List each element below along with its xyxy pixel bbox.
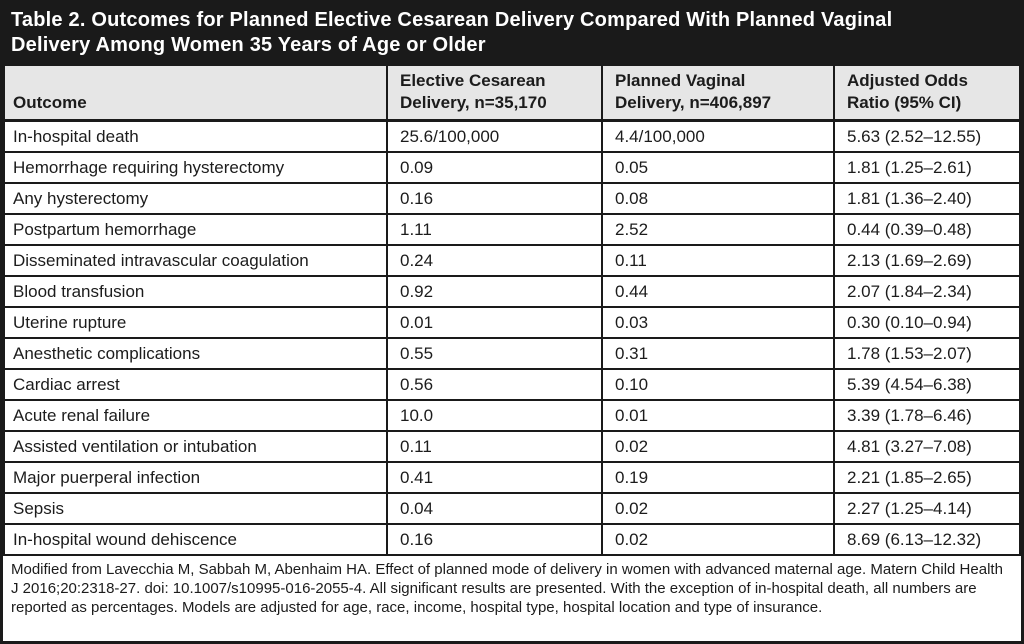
column-header-outcome: Outcome (3, 64, 388, 122)
outcome-cell: Anesthetic complications (3, 337, 388, 370)
outcome-cell: Disseminated intravascular coagulation (3, 244, 388, 277)
table-row: Major puerperal infection 0.41 0.19 2.21 (1… (3, 461, 1021, 494)
table-row: Blood transfusion 0.92 0.44 2.07 (1.84–2.34… (3, 275, 1021, 308)
outcome-cell: Cardiac arrest (3, 368, 388, 401)
table-row: Assisted ventilation or intubation 0.11 0.… (3, 430, 1021, 463)
vaginal-value-cell: 0.10 (601, 368, 835, 401)
outcome-cell: Major puerperal infection (3, 461, 388, 494)
table-footnote: Modified from Lavecchia M, Sabbah M, Abe… (11, 561, 1003, 616)
outcome-cell: In-hospital wound dehiscence (3, 523, 388, 556)
odds-ratio-cell: 2.21 (1.85–2.65) (833, 461, 1021, 494)
cesarean-value-cell: 0.01 (386, 306, 603, 339)
cesarean-value-cell: 10.0 (386, 399, 603, 432)
odds-ratio-cell: 1.78 (1.53–2.07) (833, 337, 1021, 370)
cesarean-value-cell: 0.56 (386, 368, 603, 401)
odds-ratio-cell: 8.69 (6.13–12.32) (833, 523, 1021, 556)
vaginal-value-cell: 0.05 (601, 151, 835, 184)
odds-ratio-cell: 1.81 (1.36–2.40) (833, 182, 1021, 215)
table-header: Outcome Elective Cesarean Delivery, n=35… (3, 64, 1021, 122)
cesarean-value-cell: 0.55 (386, 337, 603, 370)
cesarean-value-cell: 0.16 (386, 523, 603, 556)
vaginal-value-cell: 0.11 (601, 244, 835, 277)
cesarean-value-cell: 0.09 (386, 151, 603, 184)
outcomes-table: Outcome Elective Cesarean Delivery, n=35… (3, 64, 1021, 556)
table-row: Uterine rupture 0.01 0.03 0.30 (0.10–0.94) (3, 306, 1021, 339)
odds-ratio-cell: 2.27 (1.25–4.14) (833, 492, 1021, 525)
table-row: Sepsis 0.04 0.02 2.27 (1.25–4.14) (3, 492, 1021, 525)
outcome-cell: Uterine rupture (3, 306, 388, 339)
odds-ratio-cell: 0.30 (0.10–0.94) (833, 306, 1021, 339)
table-row: In-hospital death 25.6/100,000 4.4/100,000… (3, 119, 1021, 153)
odds-ratio-cell: 1.81 (1.25–2.61) (833, 151, 1021, 184)
vaginal-value-cell: 2.52 (601, 213, 835, 246)
cesarean-value-cell: 1.11 (386, 213, 603, 246)
odds-ratio-cell: 5.39 (4.54–6.38) (833, 368, 1021, 401)
vaginal-value-cell: 0.31 (601, 337, 835, 370)
table-row: Hemorrhage requiring hysterectomy 0.09 0.0… (3, 151, 1021, 184)
column-header-cesarean: Elective Cesarean Delivery, n=35,170 (386, 64, 603, 122)
outcome-cell: Any hysterectomy (3, 182, 388, 215)
vaginal-value-cell: 0.08 (601, 182, 835, 215)
vaginal-value-cell: 0.02 (601, 492, 835, 525)
table-row: Cardiac arrest 0.56 0.10 5.39 (4.54–6.38) (3, 368, 1021, 401)
vaginal-value-cell: 0.44 (601, 275, 835, 308)
odds-ratio-cell: 3.39 (1.78–6.46) (833, 399, 1021, 432)
table-row: Anesthetic complications 0.55 0.31 1.78 (1.… (3, 337, 1021, 370)
odds-ratio-cell: 5.63 (2.52–12.55) (833, 119, 1021, 153)
cesarean-value-cell: 0.92 (386, 275, 603, 308)
column-header-odds-ratio: Adjusted Odds Ratio (95% CI) (833, 64, 1021, 122)
outcome-cell: Blood transfusion (3, 275, 388, 308)
outcome-cell: Acute renal failure (3, 399, 388, 432)
odds-ratio-cell: 2.07 (1.84–2.34) (833, 275, 1021, 308)
outcome-cell: Postpartum hemorrhage (3, 213, 388, 246)
cesarean-value-cell: 0.16 (386, 182, 603, 215)
table-body: In-hospital death 25.6/100,000 4.4/100,000… (3, 119, 1021, 556)
table-row: Any hysterectomy 0.16 0.08 1.81 (1.36–2.40) (3, 182, 1021, 215)
outcome-cell: Hemorrhage requiring hysterectomy (3, 151, 388, 184)
header-row: Outcome Elective Cesarean Delivery, n=35… (3, 64, 1021, 122)
table-row: Acute renal failure 10.0 0.01 3.39 (1.78–6.… (3, 399, 1021, 432)
outcome-cell: In-hospital death (3, 119, 388, 153)
odds-ratio-cell: 2.13 (1.69–2.69) (833, 244, 1021, 277)
table-row: In-hospital wound dehiscence 0.16 0.02 8.69… (3, 523, 1021, 556)
table-row: Postpartum hemorrhage 1.11 2.52 0.44 (0.39–… (3, 213, 1021, 246)
table-title: Table 2. Outcomes for Planned Elective C… (11, 9, 893, 56)
column-header-vaginal: Planned Vaginal Delivery, n=406,897 (601, 64, 835, 122)
vaginal-value-cell: 0.19 (601, 461, 835, 494)
cesarean-value-cell: 0.11 (386, 430, 603, 463)
outcome-cell: Sepsis (3, 492, 388, 525)
odds-ratio-cell: 0.44 (0.39–0.48) (833, 213, 1021, 246)
vaginal-value-cell: 0.02 (601, 430, 835, 463)
cesarean-value-cell: 0.24 (386, 244, 603, 277)
table-row: Disseminated intravascular coagulation 0.… (3, 244, 1021, 277)
cesarean-value-cell: 25.6/100,000 (386, 119, 603, 153)
cesarean-value-cell: 0.04 (386, 492, 603, 525)
vaginal-value-cell: 0.03 (601, 306, 835, 339)
cesarean-value-cell: 0.41 (386, 461, 603, 494)
vaginal-value-cell: 0.01 (601, 399, 835, 432)
table-title-bar: Table 2. Outcomes for Planned Elective C… (3, 3, 1021, 64)
vaginal-value-cell: 0.02 (601, 523, 835, 556)
outcome-cell: Assisted ventilation or intubation (3, 430, 388, 463)
odds-ratio-cell: 4.81 (3.27–7.08) (833, 430, 1021, 463)
vaginal-value-cell: 4.4/100,000 (601, 119, 835, 153)
